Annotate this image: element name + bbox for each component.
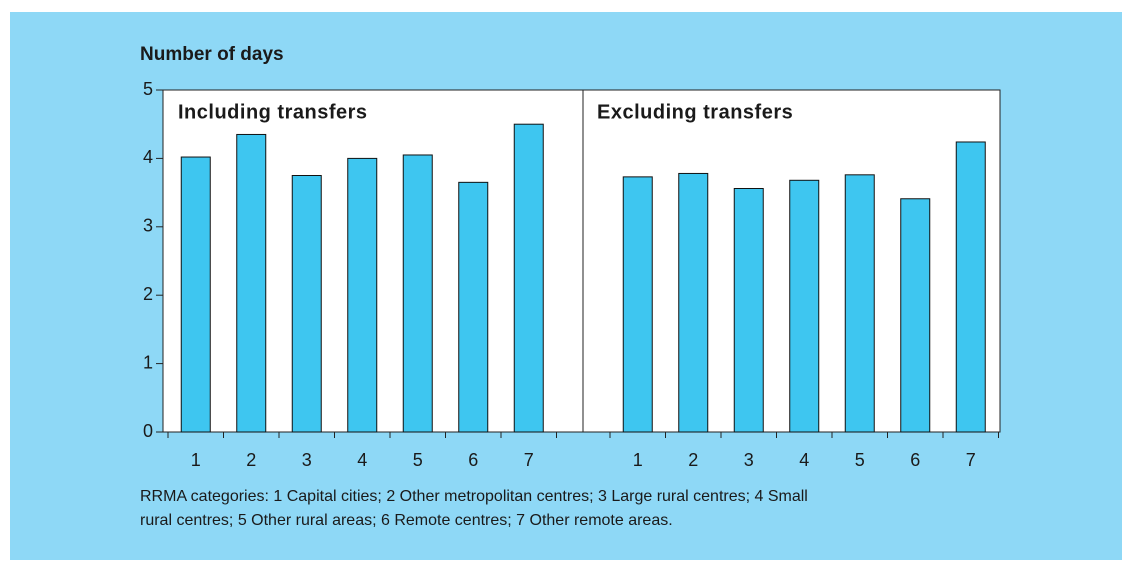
y-tick-label: 1 bbox=[143, 352, 153, 372]
x-tick-label: 1 bbox=[633, 450, 643, 470]
y-tick-label: 5 bbox=[143, 79, 153, 99]
bar bbox=[180, 156, 211, 433]
bar bbox=[236, 133, 267, 433]
x-tick-label: 3 bbox=[744, 450, 754, 470]
y-axis-label: Number of days bbox=[140, 44, 284, 65]
bar bbox=[622, 176, 653, 433]
bar bbox=[458, 181, 489, 433]
x-tick-label: 4 bbox=[357, 450, 367, 470]
x-tick-label: 2 bbox=[246, 450, 256, 470]
y-tick-label: 0 bbox=[143, 421, 153, 441]
x-tick-label: 5 bbox=[855, 450, 865, 470]
x-tick-label: 7 bbox=[524, 450, 534, 470]
bar bbox=[402, 154, 433, 433]
x-tick-label: 6 bbox=[468, 450, 478, 470]
panel-title: Excluding transfers bbox=[597, 101, 793, 123]
bar bbox=[844, 174, 875, 433]
x-tick-label: 3 bbox=[302, 450, 312, 470]
x-tick-label: 6 bbox=[910, 450, 920, 470]
bar bbox=[789, 179, 820, 433]
panel-title: Including transfers bbox=[178, 101, 368, 123]
x-tick-label: 5 bbox=[413, 450, 423, 470]
x-tick-label: 7 bbox=[966, 450, 976, 470]
y-tick-label: 2 bbox=[143, 284, 153, 304]
bar bbox=[678, 172, 709, 433]
x-tick-label: 2 bbox=[688, 450, 698, 470]
bar bbox=[513, 123, 544, 433]
bar bbox=[900, 198, 931, 433]
bar bbox=[955, 141, 986, 433]
note: rural centres; 5 Other rural areas; 6 Re… bbox=[140, 512, 673, 529]
bar bbox=[291, 175, 322, 433]
x-tick-label: 1 bbox=[191, 450, 201, 470]
x-tick-label: 4 bbox=[799, 450, 809, 470]
note: RRMA categories: 1 Capital cities; 2 Oth… bbox=[140, 488, 808, 505]
y-tick-label: 4 bbox=[143, 147, 153, 167]
bar bbox=[347, 157, 378, 433]
bar bbox=[733, 187, 764, 433]
y-tick-label: 3 bbox=[143, 216, 153, 236]
